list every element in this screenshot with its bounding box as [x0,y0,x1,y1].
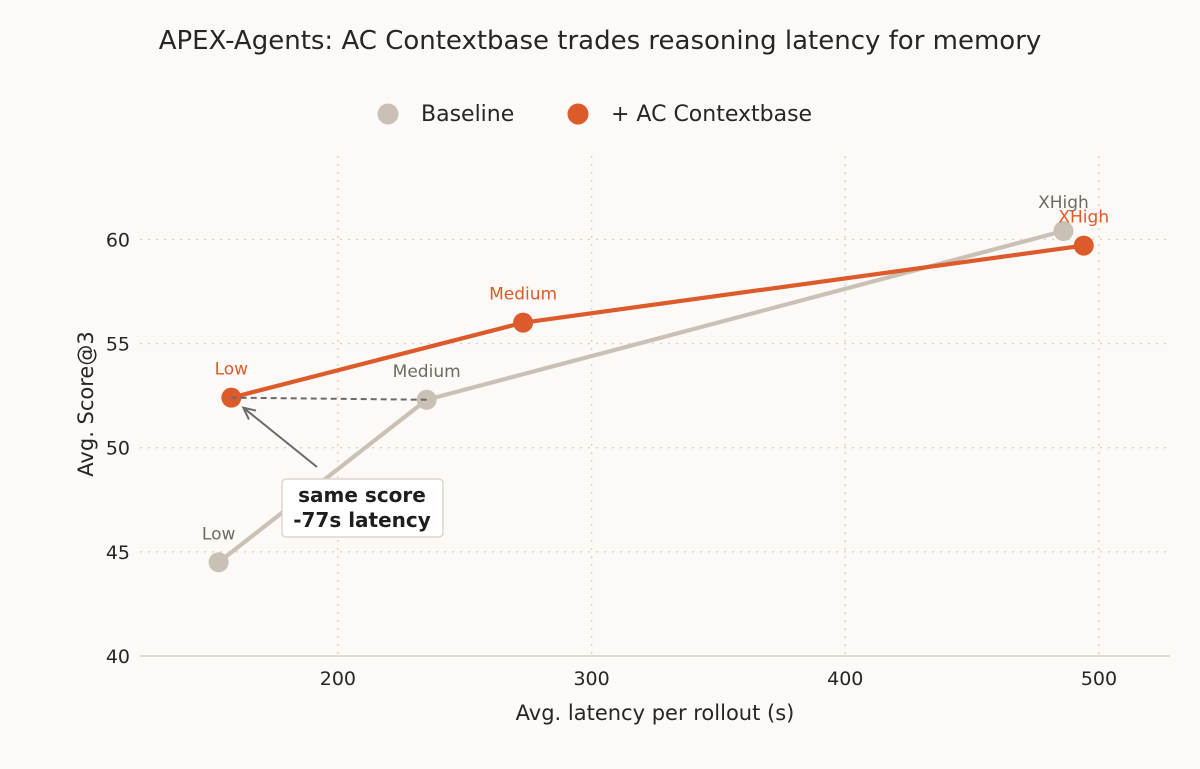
annotation-arrow [242,406,318,468]
data-point [1053,221,1074,241]
series-contextbase: Low Medium XHigh [215,208,1109,408]
annotation-box [281,478,444,538]
legend-marker [377,103,399,125]
y-tick-label: 60 [106,229,130,251]
annotation: same score-77s latency [231,396,444,538]
point-label: Medium [393,362,461,382]
grid [140,156,1170,656]
legend: Baseline + AC Contextbase [377,102,812,127]
annotation-text: -77s latency [293,508,431,532]
y-tick-label: 50 [106,438,130,460]
annotation-arrowhead [241,406,257,420]
x-tick-label: 400 [827,668,863,690]
point-label: Medium [489,285,557,305]
same-score-dashed-line [231,396,427,401]
series: Low Medium XHigh Low Medium XHigh [202,193,1109,573]
x-tick-label: 300 [573,668,609,690]
legend-marker [567,103,589,125]
data-point [1073,235,1094,256]
y-axis-label: Avg. Score@3 [74,331,98,476]
point-label: Low [202,524,236,544]
x-tick-label: 500 [1081,668,1117,690]
y-tick-label: 40 [106,646,130,668]
annotation-text: same score [298,483,426,507]
legend-label: Baseline [421,102,514,127]
data-point [208,552,229,573]
point-label: Low [215,360,249,380]
data-point [513,312,534,333]
x-axis-label: Avg. latency per rollout (s) [516,701,795,725]
y-tick-label: 55 [106,334,130,356]
point-label: XHigh [1058,208,1109,228]
series-line [229,243,1086,400]
point-label: XHigh [1038,193,1089,213]
chart-title: APEX-Agents: AC Contextbase trades reaso… [159,26,1042,56]
legend-label: + AC Contextbase [611,102,812,127]
y-tick-label: 45 [106,542,130,564]
x-tick-label: 200 [320,668,356,690]
ticks: 200 300 400 500 40 45 50 55 60 [106,229,1117,690]
